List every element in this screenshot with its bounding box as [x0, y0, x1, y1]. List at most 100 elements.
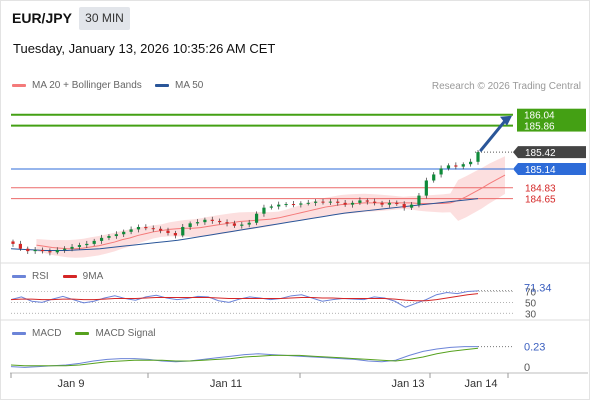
timeframe-button[interactable]: 30 MIN [79, 7, 130, 30]
candle-body [350, 202, 355, 205]
candle-body [306, 202, 310, 204]
candle-body [277, 204, 281, 207]
candle-body [40, 249, 45, 252]
macd-signal-line [10, 347, 479, 367]
candle-body [225, 222, 229, 224]
legend-rsi-label: RSI [32, 271, 49, 282]
candle-body [99, 237, 104, 241]
rsi-tick-label: 50 [525, 298, 537, 309]
candle-body [284, 204, 288, 206]
ma50-swatch [155, 84, 169, 87]
time-axis-label: Jan 13 [391, 378, 424, 390]
candle-body [321, 201, 325, 203]
candle-body [461, 164, 465, 167]
candle-body [247, 222, 251, 225]
candle-body [11, 241, 15, 244]
candle-body [70, 246, 74, 249]
candle-body [240, 224, 244, 226]
candle-body [129, 229, 133, 232]
macd-value-label: 0.23 [524, 342, 545, 354]
time-axis-label: Jan 11 [210, 378, 242, 390]
rsi-ma-line [10, 293, 479, 302]
candle-body [92, 240, 96, 244]
candle-body [63, 248, 67, 250]
legend-rsi: RSI 9MA [12, 271, 103, 282]
candle-body [254, 213, 259, 223]
support-label: 184.65 [525, 195, 556, 206]
candle-body [203, 219, 207, 223]
candle-body [107, 236, 111, 238]
candle-body [395, 202, 399, 205]
legend-ma50: MA 50 [155, 80, 203, 91]
candle-body [33, 249, 37, 252]
legend-macd-signal-label: MACD Signal [95, 328, 156, 339]
candle-body [417, 195, 421, 205]
candle-body [144, 226, 148, 229]
bollinger-band [36, 156, 506, 258]
candle-body [432, 174, 436, 181]
last-price-label: 185.42 [525, 148, 556, 159]
legend-ma20-label: MA 20 + Bollinger Bands [32, 80, 142, 91]
datetime-label: Tuesday, January 13, 2026 10:35:26 AM CE… [13, 41, 276, 56]
symbol-title: EUR/JPY [12, 10, 72, 26]
candle-body [269, 206, 273, 208]
time-axis-label: Jan 14 [464, 378, 497, 390]
candle-body [48, 251, 52, 253]
candle-body [328, 201, 332, 203]
candle-body [365, 200, 369, 202]
candle-body [299, 203, 303, 205]
candle-body [218, 220, 222, 223]
candle-body [314, 201, 318, 203]
macd-signal-swatch [75, 332, 90, 335]
ma50-line [10, 198, 479, 252]
candle-body [380, 202, 384, 205]
rsi-swatch [12, 275, 26, 278]
support-label: 184.83 [525, 184, 556, 195]
candle-body [85, 243, 89, 246]
candle-body [454, 165, 458, 167]
candle-body [291, 204, 296, 206]
candles-group [11, 149, 480, 256]
candle-body [424, 180, 428, 196]
candle-body [409, 204, 414, 208]
candle-body [77, 245, 82, 247]
candle-body [336, 201, 340, 203]
rsi-tick-label: 70 [525, 287, 537, 298]
candle-body [173, 233, 177, 236]
time-axis-label: Jan 9 [58, 378, 85, 390]
candle-body [232, 223, 237, 226]
rsi-line [10, 290, 479, 308]
legend-rsi-ma-label: 9MA [82, 271, 104, 282]
candle-body [373, 201, 377, 203]
candle-body [26, 248, 30, 252]
forecast-arrow-head [500, 115, 512, 126]
candle-body [195, 222, 200, 224]
legend-ma50-label: MA 50 [175, 80, 204, 91]
candle-body [262, 207, 266, 214]
macd-swatch [12, 332, 26, 335]
legend-macd-label: MACD [32, 328, 62, 339]
candle-body [439, 168, 443, 175]
candle-body [343, 202, 347, 205]
last-price-tag [513, 146, 586, 159]
forecast-arrow-shaft [479, 118, 508, 152]
legend-ma20: MA 20 + Bollinger Bands [12, 80, 142, 91]
candle-body [188, 223, 192, 227]
macd-zero-label: 0 [524, 362, 530, 374]
resistance-tag [517, 108, 586, 121]
candle-body [114, 234, 118, 237]
ma20-swatch [12, 84, 26, 87]
rsi-tick-label: 30 [525, 309, 537, 320]
legend-macd: MACD MACD Signal [12, 328, 155, 339]
candle-body [18, 243, 22, 249]
candle-body [136, 226, 141, 230]
candle-body [166, 230, 170, 234]
rsi-ma-swatch [62, 275, 77, 278]
candle-body [387, 202, 392, 205]
credit-text: Research © 2026 Trading Central [431, 81, 581, 92]
resistance-label: 186.04 [524, 111, 555, 122]
candle-body [55, 249, 59, 253]
resistance-label: 185.86 [524, 122, 555, 133]
resistance-tag [517, 119, 586, 132]
